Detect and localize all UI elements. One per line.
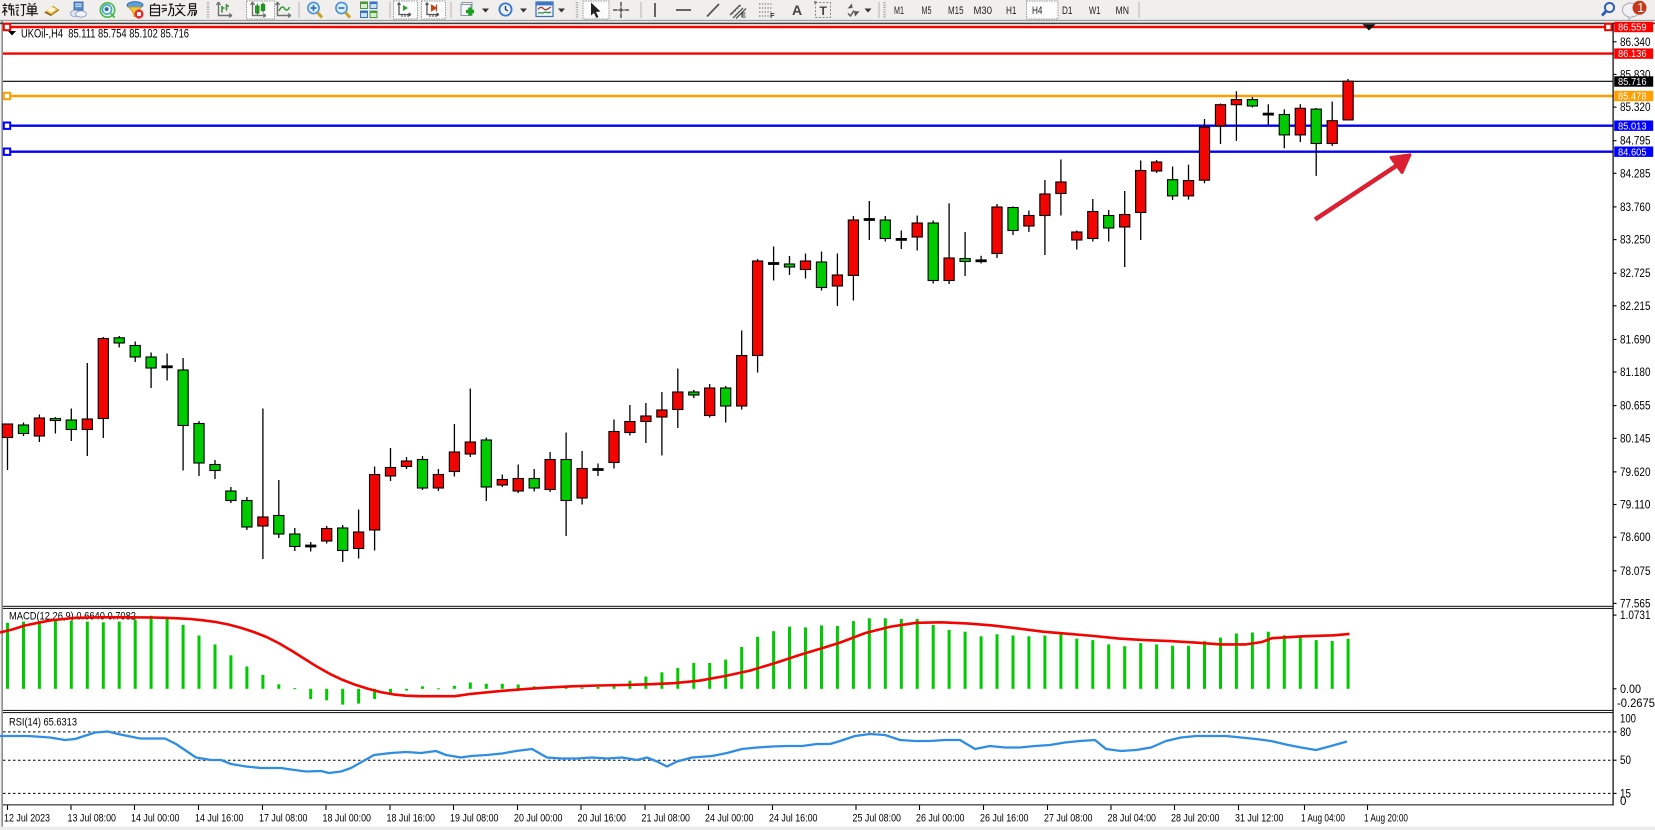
svg-text:80.655: 80.655 [1620, 401, 1651, 413]
svg-text:E: E [741, 11, 746, 20]
svg-text:-0.2675: -0.2675 [1617, 698, 1655, 710]
svg-text:79.620: 79.620 [1620, 467, 1651, 479]
svg-text:18 Jul 16:00: 18 Jul 16:00 [387, 813, 436, 825]
svg-text:20 Jul 16:00: 20 Jul 16:00 [578, 813, 627, 825]
svg-text:W1: W1 [1089, 5, 1101, 17]
svg-text:H1: H1 [1006, 5, 1017, 17]
svg-text:T: T [820, 4, 828, 18]
svg-text:20 Jul 00:00: 20 Jul 00:00 [514, 813, 563, 825]
svg-text:78.600: 78.600 [1620, 532, 1651, 544]
svg-text:86.340: 86.340 [1620, 37, 1651, 49]
svg-text:1: 1 [1637, 1, 1644, 15]
svg-text:0: 0 [1620, 796, 1626, 808]
svg-text:77.565: 77.565 [1620, 598, 1651, 610]
svg-text:82.215: 82.215 [1620, 301, 1651, 313]
svg-text:84.605: 84.605 [1618, 147, 1647, 158]
svg-text:83.760: 83.760 [1620, 202, 1651, 214]
svg-text:21 Jul 08:00: 21 Jul 08:00 [642, 813, 691, 825]
svg-text:31 Jul 12:00: 31 Jul 12:00 [1235, 813, 1284, 825]
svg-text:24 Jul 00:00: 24 Jul 00:00 [705, 813, 754, 825]
svg-text:18 Jul 00:00: 18 Jul 00:00 [323, 813, 372, 825]
svg-text:80.145: 80.145 [1620, 433, 1651, 445]
svg-text:H4: H4 [1032, 5, 1043, 17]
svg-text:19 Jul 08:00: 19 Jul 08:00 [450, 813, 499, 825]
svg-text:F: F [770, 11, 775, 20]
svg-text:MACD(12,26,9) 0.6640 0.7082: MACD(12,26,9) 0.6640 0.7082 [9, 611, 136, 623]
svg-text:85.716: 85.716 [1618, 77, 1647, 88]
svg-text:78.075: 78.075 [1620, 566, 1651, 578]
svg-text:83.250: 83.250 [1620, 235, 1651, 247]
svg-text:1.0731: 1.0731 [1620, 610, 1651, 622]
svg-text:1 Aug 20:00: 1 Aug 20:00 [1364, 813, 1408, 825]
svg-text:15: 15 [1620, 788, 1631, 800]
svg-text:MN: MN [1116, 5, 1130, 17]
svg-text:M5: M5 [922, 5, 932, 17]
svg-text:25 Jul 08:00: 25 Jul 08:00 [853, 813, 902, 825]
svg-text:28 Jul 04:00: 28 Jul 04:00 [1108, 813, 1157, 825]
svg-text:80: 80 [1620, 727, 1631, 739]
svg-text:82.725: 82.725 [1620, 268, 1651, 280]
svg-text:M15: M15 [948, 5, 964, 17]
svg-text:14 Jul 16:00: 14 Jul 16:00 [195, 813, 244, 825]
svg-text:85.320: 85.320 [1620, 102, 1651, 114]
svg-text:84.285: 84.285 [1620, 168, 1651, 180]
svg-text:26 Jul 16:00: 26 Jul 16:00 [980, 813, 1029, 825]
svg-text:100: 100 [1620, 714, 1636, 726]
svg-text:24 Jul 16:00: 24 Jul 16:00 [769, 813, 818, 825]
svg-text:14 Jul 00:00: 14 Jul 00:00 [131, 813, 180, 825]
svg-text:17 Jul 08:00: 17 Jul 08:00 [259, 813, 308, 825]
svg-text:13 Jul 08:00: 13 Jul 08:00 [68, 813, 117, 825]
svg-text:86.559: 86.559 [1618, 23, 1647, 34]
svg-text:D1: D1 [1062, 5, 1073, 17]
svg-text:M1: M1 [894, 5, 904, 17]
svg-text:85.013: 85.013 [1618, 121, 1647, 132]
svg-text:0.00: 0.00 [1620, 684, 1641, 696]
svg-text:26 Jul 00:00: 26 Jul 00:00 [916, 813, 965, 825]
svg-text:50: 50 [1620, 755, 1631, 767]
svg-text:27 Jul 08:00: 27 Jul 08:00 [1044, 813, 1093, 825]
svg-text:28 Jul 20:00: 28 Jul 20:00 [1171, 813, 1220, 825]
svg-text:85.478: 85.478 [1618, 92, 1647, 103]
svg-text:79.110: 79.110 [1620, 500, 1651, 512]
svg-text:1 Aug 04:00: 1 Aug 04:00 [1301, 813, 1345, 825]
svg-text:84.795: 84.795 [1620, 136, 1651, 148]
svg-text:RSI(14) 65.6313: RSI(14) 65.6313 [9, 717, 77, 729]
svg-text:12 Jul 2023: 12 Jul 2023 [4, 813, 50, 825]
svg-text:81.180: 81.180 [1620, 367, 1651, 379]
svg-text:81.690: 81.690 [1620, 334, 1651, 346]
svg-text:UKOil-,H4 85.111 85.754 85.10: UKOil-,H4 85.111 85.754 85.102 85.716 [21, 29, 189, 41]
svg-text:A: A [792, 2, 802, 18]
svg-text:86.136: 86.136 [1618, 49, 1647, 60]
svg-text:M30: M30 [974, 5, 993, 17]
